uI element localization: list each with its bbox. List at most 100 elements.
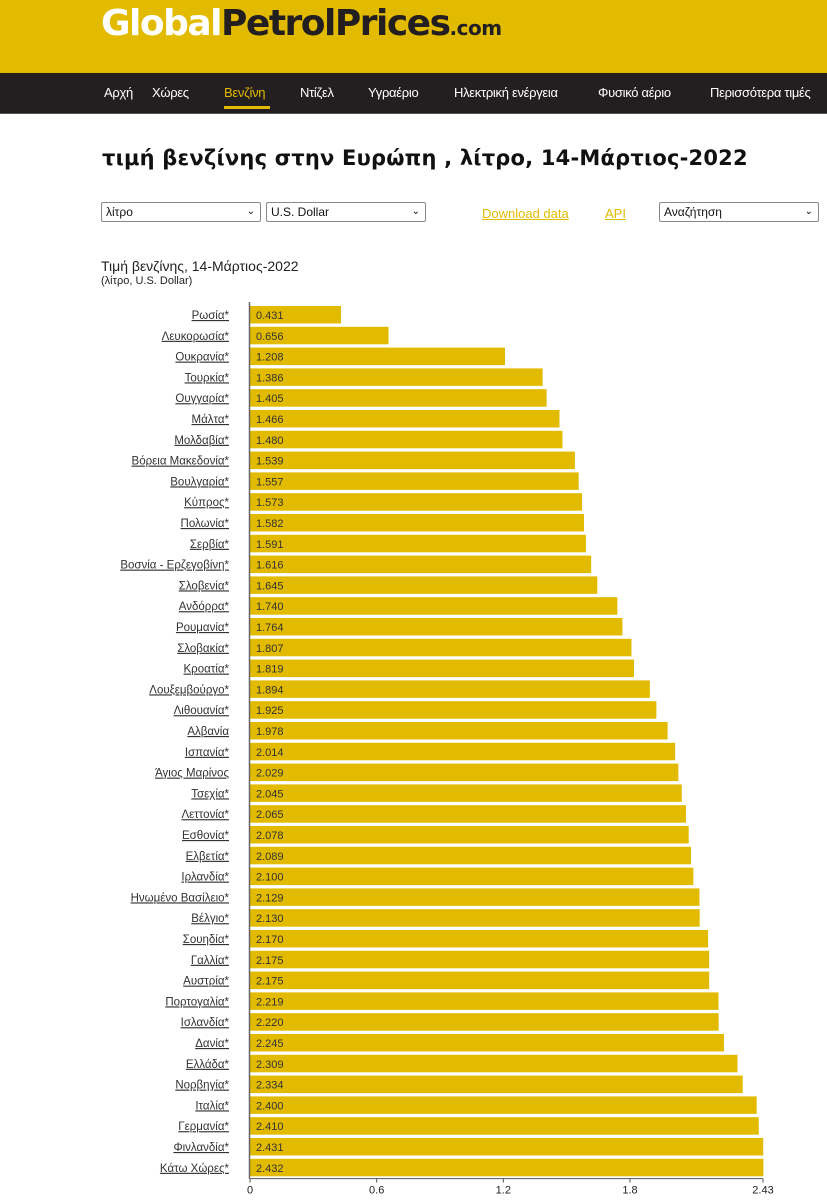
- nav-item-home[interactable]: Αρχή: [104, 85, 133, 100]
- value-label: 1.764: [256, 622, 284, 634]
- search-select[interactable]: Αναζήτηση ⌄: [659, 202, 819, 222]
- bar: [250, 930, 709, 948]
- country-link[interactable]: Γερμανία*: [178, 1121, 229, 1133]
- value-label: 2.431: [256, 1142, 284, 1154]
- country-link[interactable]: Φινλανδία*: [173, 1142, 229, 1154]
- value-label: 1.573: [256, 497, 284, 509]
- value-label: 1.405: [256, 393, 284, 405]
- country-link[interactable]: Σουηδία*: [183, 934, 230, 946]
- country-link[interactable]: Νορβηγία*: [175, 1080, 229, 1092]
- country-link[interactable]: Τουρκία*: [185, 372, 230, 384]
- bar: [250, 493, 583, 511]
- country-link[interactable]: Βόρεια Μακεδονία*: [132, 456, 230, 468]
- x-tick-label: 1.2: [496, 1185, 511, 1197]
- value-label: 1.807: [256, 643, 284, 655]
- bar: [250, 971, 710, 990]
- country-link[interactable]: Λουξεμβούργο*: [149, 684, 229, 696]
- unit-select-value: λίτρο: [106, 205, 133, 219]
- bar: [250, 1054, 738, 1073]
- download-data-link[interactable]: Download data: [482, 206, 569, 221]
- bar: [250, 1117, 759, 1135]
- value-label: 2.220: [256, 1017, 284, 1029]
- value-label: 2.045: [256, 788, 284, 800]
- country-link[interactable]: Αυστρία*: [183, 976, 229, 988]
- nav-item-countries[interactable]: Χώρες: [152, 85, 189, 100]
- country-link[interactable]: Άγιος Μαρίνος: [155, 768, 229, 780]
- x-tick-label: 1.8: [622, 1185, 637, 1197]
- country-link[interactable]: Ηνωμένο Βασίλειο*: [131, 892, 230, 904]
- bar: [250, 846, 692, 865]
- country-link[interactable]: Δανία*: [195, 1038, 229, 1050]
- value-label: 2.078: [256, 830, 284, 842]
- value-label: 1.645: [256, 580, 284, 592]
- country-link[interactable]: Ελβετία*: [186, 851, 230, 863]
- country-link[interactable]: Κροατία*: [184, 664, 230, 676]
- country-link[interactable]: Βουλγαρία*: [170, 476, 229, 488]
- country-link[interactable]: Μάλτα*: [192, 414, 230, 426]
- value-label: 1.894: [256, 684, 284, 696]
- country-link[interactable]: Πολωνία*: [181, 518, 230, 530]
- bar: [250, 909, 700, 927]
- value-label: 2.129: [256, 892, 284, 904]
- logo-part-global: Global: [101, 3, 223, 44]
- bar: [250, 722, 668, 740]
- country-link[interactable]: Ιταλία*: [195, 1100, 229, 1112]
- bar: [250, 659, 635, 678]
- country-link[interactable]: Μολδαβία*: [174, 435, 229, 447]
- country-link[interactable]: Ελλάδα*: [186, 1059, 230, 1071]
- country-link[interactable]: Ισλανδία*: [181, 1017, 230, 1029]
- country-link[interactable]: Βοσνία - Ερζεγοβίνη*: [120, 560, 229, 572]
- value-label: 2.130: [256, 913, 284, 925]
- search-select-value: Αναζήτηση: [664, 205, 722, 219]
- logo-part-com: .com: [449, 16, 503, 40]
- country-link[interactable]: Βέλγιο*: [191, 913, 229, 925]
- country-link[interactable]: Γαλλία*: [191, 955, 230, 967]
- unit-select[interactable]: λίτρο ⌄: [101, 202, 261, 222]
- value-label: 0.431: [256, 310, 284, 322]
- site-logo[interactable]: GlobalPetrolPrices.com: [101, 2, 502, 50]
- bar: [250, 306, 341, 324]
- api-link[interactable]: API: [605, 206, 626, 221]
- nav-item-natural-gas[interactable]: Φυσικό αέριο: [598, 85, 671, 100]
- value-label: 2.400: [256, 1100, 284, 1112]
- x-tick-label: 0.6: [369, 1185, 384, 1197]
- country-link[interactable]: Ουκρανία*: [175, 352, 229, 364]
- country-link[interactable]: Σερβία*: [190, 539, 230, 551]
- value-label: 2.175: [256, 955, 284, 967]
- bar: [250, 888, 700, 906]
- bar: [250, 368, 543, 386]
- country-link[interactable]: Αλβανία: [187, 726, 229, 738]
- country-link[interactable]: Ουγγαρία*: [175, 393, 229, 405]
- country-link[interactable]: Ανδόρρα*: [179, 601, 230, 613]
- country-link[interactable]: Λευκορωσία*: [162, 331, 230, 343]
- country-link[interactable]: Σλοβακία*: [177, 643, 229, 655]
- bar: [250, 347, 506, 366]
- value-label: 1.591: [256, 539, 284, 551]
- bar: [250, 389, 547, 407]
- value-label: 1.616: [256, 560, 284, 572]
- currency-select[interactable]: U.S. Dollar ⌄: [266, 202, 426, 222]
- country-link[interactable]: Σλοβενία*: [179, 580, 230, 592]
- value-label: 2.309: [256, 1059, 284, 1071]
- country-link[interactable]: Εσθονία*: [182, 830, 230, 842]
- nav-item-electricity[interactable]: Ηλεκτρική ενέργεια: [454, 85, 558, 100]
- bar: [250, 472, 579, 490]
- bar: [250, 514, 584, 532]
- bar: [250, 950, 710, 969]
- country-link[interactable]: Ισπανία*: [185, 747, 230, 759]
- country-link[interactable]: Λεττονία*: [181, 809, 229, 821]
- country-link[interactable]: Λιθουανία*: [174, 705, 230, 717]
- currency-select-value: U.S. Dollar: [271, 205, 330, 219]
- country-link[interactable]: Κύπρος*: [184, 497, 229, 509]
- bar: [250, 1138, 764, 1156]
- country-link[interactable]: Ρουμανία*: [176, 622, 230, 634]
- country-link[interactable]: Κάτω Χώρες*: [160, 1163, 230, 1175]
- country-link[interactable]: Ιρλανδία*: [181, 872, 229, 884]
- nav-item-gasoline[interactable]: Βενζίνη: [224, 85, 266, 100]
- country-link[interactable]: Ρωσία*: [192, 310, 230, 322]
- nav-item-diesel[interactable]: Ντίζελ: [300, 85, 334, 100]
- country-link[interactable]: Τσεχία*: [191, 788, 229, 800]
- nav-item-more-prices[interactable]: Περισσότερα τιμές: [710, 85, 811, 100]
- country-link[interactable]: Πορτογαλία*: [165, 996, 229, 1008]
- nav-item-lpg[interactable]: Υγραέριο: [368, 85, 419, 100]
